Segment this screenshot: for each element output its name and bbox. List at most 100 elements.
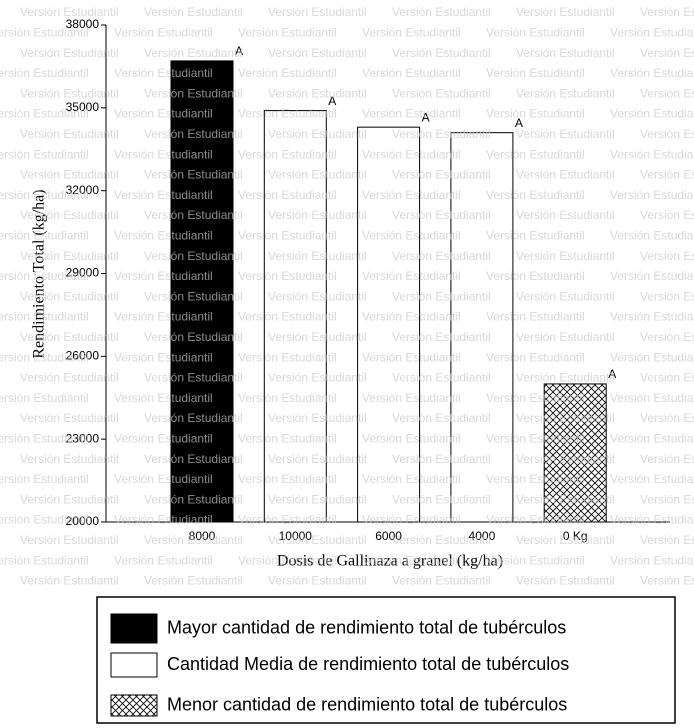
watermark-text: Versión Estudiantil — [610, 350, 694, 364]
watermark-text: Versión Estudiantil — [362, 66, 461, 80]
watermark-text: Versión Estudiantil — [144, 46, 243, 60]
watermark-text: Versión Estudiantil — [114, 310, 213, 324]
watermark-text: Versión Estudiantil — [392, 574, 491, 588]
watermark-text: Versión Estudiantil — [238, 391, 337, 405]
watermark-text: Versión Estudiantil — [392, 208, 491, 222]
watermark-text: Versión Estudiantil — [486, 310, 585, 324]
watermark-text: Versión Estudiantil — [144, 533, 243, 547]
watermark-text: Versión Estudiantil — [610, 391, 694, 405]
watermark-text: Versión Estudiantil — [640, 208, 694, 222]
watermark-text: Versión Estudiantil — [486, 66, 585, 80]
watermark-text: Versión Estudiantil — [20, 127, 119, 141]
watermark-text: Versión Estudiantil — [486, 107, 585, 121]
watermark-text: Versión Estudiantil — [486, 25, 585, 39]
watermark-text: Versión Estudiantil — [144, 330, 243, 344]
watermark-text: Versión Estudiantil — [392, 86, 491, 100]
watermark-text: Versión Estudiantil — [486, 431, 585, 445]
watermark-text: Versión Estudiantil — [114, 513, 213, 527]
watermark-text: Versión Estudiantil — [640, 5, 694, 19]
watermark-text: Versión Estudiantil — [144, 5, 243, 19]
watermark-text: Versión Estudiantil — [114, 228, 213, 242]
watermark-text: Versión Estudiantil — [486, 188, 585, 202]
watermark-text: Versión Estudiantil — [20, 330, 119, 344]
watermark-text: Versión Estudiantil — [486, 147, 585, 161]
watermark-text: Versión Estudiantil — [392, 168, 491, 182]
watermark-text: Versión Estudiantil — [610, 228, 694, 242]
watermark-text: Versión Estudiantil — [238, 513, 337, 527]
watermark-text: Versión Estudiantil — [516, 5, 615, 19]
watermark-text: Versión Estudiantil — [516, 411, 615, 425]
watermark-text: Versión Estudiantil — [238, 553, 337, 567]
watermark-text: Versión Estudiantil — [268, 574, 367, 588]
watermark-text: Versión Estudiantil — [392, 127, 491, 141]
watermark-text: Versión Estudiantil — [0, 391, 89, 405]
watermark-text: Versión Estudiantil — [640, 249, 694, 263]
legend-swatch — [110, 652, 158, 678]
y-axis-title: Rendimiento Total (kg/ha) — [31, 189, 48, 358]
watermark-text: Versión Estudiantil — [20, 249, 119, 263]
watermark-text: Versión Estudiantil — [238, 147, 337, 161]
watermark-text: Versión Estudiantil — [516, 86, 615, 100]
watermark-text: Versión Estudiantil — [20, 86, 119, 100]
watermark-text: Versión Estudiantil — [516, 371, 615, 385]
annotation: A — [422, 110, 430, 124]
watermark-text: Versión Estudiantil — [0, 25, 89, 39]
watermark-text: Versión Estudiantil — [20, 574, 119, 588]
watermark-text: Versión Estudiantil — [114, 107, 213, 121]
watermark-text: Versión Estudiantil — [268, 411, 367, 425]
watermark-text: Versión Estudiantil — [362, 350, 461, 364]
watermark-text: Versión Estudiantil — [640, 46, 694, 60]
watermark-text: Versión Estudiantil — [362, 188, 461, 202]
watermark-text: Versión Estudiantil — [268, 452, 367, 466]
watermark-text: Versión Estudiantil — [0, 594, 89, 608]
watermark-text: Versión Estudiantil — [640, 86, 694, 100]
x-tick-label: 8000 — [189, 529, 216, 543]
watermark-text: Versión Estudiantil — [114, 431, 213, 445]
watermark-text: Versión Estudiantil — [268, 127, 367, 141]
watermark-text: Versión Estudiantil — [392, 492, 491, 506]
watermark-text: Versión Estudiantil — [640, 330, 694, 344]
watermark-text: Versión Estudiantil — [20, 533, 119, 547]
watermark-text: Versión Estudiantil — [20, 5, 119, 19]
watermark-text: Versión Estudiantil — [144, 371, 243, 385]
legend-label: Mayor cantidad de rendimiento total de t… — [167, 617, 566, 637]
watermark-text: Versión Estudiantil — [516, 330, 615, 344]
watermark-text: Versión Estudiantil — [392, 330, 491, 344]
watermark-text: Versión Estudiantil — [144, 574, 243, 588]
watermark-text: Versión Estudiantil — [20, 371, 119, 385]
watermark-text: Versión Estudiantil — [268, 289, 367, 303]
watermark-text: Versión Estudiantil — [486, 269, 585, 283]
watermark-text: Versión Estudiantil — [392, 249, 491, 263]
watermark-text: Versión Estudiantil — [362, 147, 461, 161]
x-tick-label: 6000 — [375, 529, 402, 543]
watermark-text: Versión Estudiantil — [268, 5, 367, 19]
watermark-text: Versión Estudiantil — [144, 452, 243, 466]
y-tick-label: 32000 — [66, 183, 100, 197]
bar — [543, 383, 607, 523]
watermark-text: Versión Estudiantil — [114, 472, 213, 486]
watermark-text: Versión Estudiantil — [268, 208, 367, 222]
watermark-text: Versión Estudiantil — [640, 371, 694, 385]
watermark-text: Versión Estudiantil — [486, 553, 585, 567]
watermark-text: Versión Estudiantil — [610, 188, 694, 202]
watermark-text: Versión Estudiantil — [362, 553, 461, 567]
watermark-text: Versión Estudiantil — [516, 127, 615, 141]
watermark-text: Versión Estudiantil — [362, 391, 461, 405]
watermark-text: Versión Estudiantil — [392, 46, 491, 60]
watermark-text: Versión Estudiantil — [486, 228, 585, 242]
watermark-text: Versión Estudiantil — [392, 289, 491, 303]
watermark-text: Versión Estudiantil — [0, 228, 89, 242]
watermark-text: Versión Estudiantil — [114, 350, 213, 364]
watermark-text: Versión Estudiantil — [114, 147, 213, 161]
legend-box — [96, 596, 676, 724]
watermark-text: Versión Estudiantil — [610, 472, 694, 486]
y-tick-label: 38000 — [66, 17, 100, 31]
watermark-text: Versión Estudiantil — [114, 25, 213, 39]
watermark-text: Versión Estudiantil — [0, 350, 89, 364]
y-tick-label: 26000 — [66, 349, 100, 363]
watermark-text: Versión Estudiantil — [114, 269, 213, 283]
watermark-text: Versión Estudiantil — [0, 472, 89, 486]
watermark-text: Versión Estudiantil — [392, 411, 491, 425]
watermark-text: Versión Estudiantil — [114, 391, 213, 405]
